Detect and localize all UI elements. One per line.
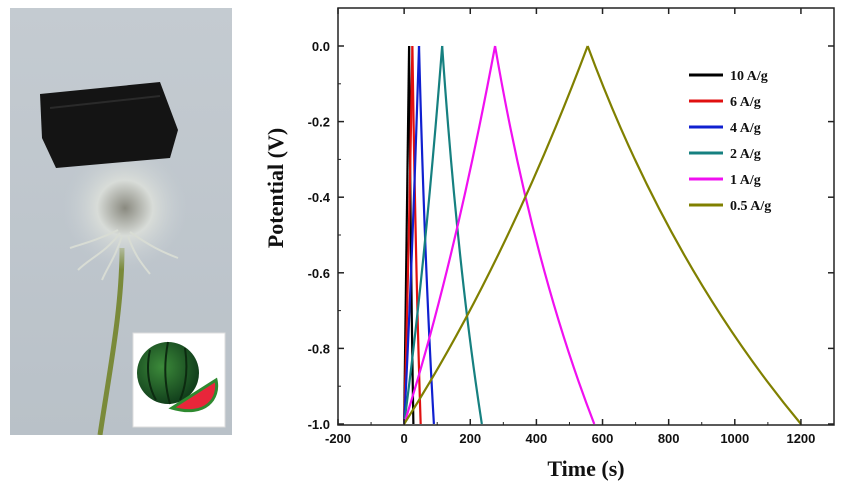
- legend-label: 2 A/g: [730, 147, 761, 162]
- x-tick-label: 600: [592, 431, 614, 446]
- x-tick-label: 400: [526, 431, 548, 446]
- y-tick-label: -0.2: [308, 115, 330, 130]
- series-charge-line-4-a-g: [403, 45, 421, 425]
- y-tick-label: -0.4: [308, 190, 331, 205]
- plot-frame: [337, 7, 835, 426]
- series-discharge-line-2-a-g: [441, 45, 483, 425]
- x-tick-label: 800: [658, 431, 680, 446]
- x-tick-label: 0: [401, 431, 408, 446]
- y-tick-label: -0.8: [308, 341, 330, 356]
- series-discharge-line-0-5-a-g: [586, 45, 802, 425]
- carbon-aerogel-block: [40, 82, 178, 168]
- x-tick-label: -200: [325, 431, 351, 446]
- series-charge-line-2-a-g: [403, 45, 444, 425]
- x-tick-label: 1000: [720, 431, 749, 446]
- legend-label: 6 A/g: [730, 95, 761, 110]
- legend-label: 10 A/g: [730, 69, 768, 84]
- legend-label: 0.5 A/g: [730, 199, 771, 214]
- x-axis-title: Time (s): [547, 456, 624, 481]
- series-discharge-line-1-a-g: [493, 45, 596, 425]
- dandelion-seed-head: [63, 146, 187, 270]
- legend-label: 1 A/g: [730, 173, 761, 188]
- photo-panel: [10, 8, 232, 435]
- legend-label: 4 A/g: [730, 121, 761, 136]
- watermelon-slice-icon: [168, 377, 219, 413]
- y-tick-label: -0.6: [308, 266, 330, 281]
- y-tick-label: -1.0: [308, 417, 330, 432]
- x-tick-label: 200: [459, 431, 481, 446]
- series-charge-line-0-5-a-g: [403, 45, 589, 425]
- y-axis-title: Potential (V): [263, 128, 288, 248]
- series-discharge-line-6-a-g: [411, 45, 422, 425]
- x-tick-label: 1200: [786, 431, 815, 446]
- y-tick-label: 0.0: [312, 39, 330, 54]
- series-charge-line-1-a-g: [403, 45, 497, 425]
- dandelion-bracts: [69, 229, 179, 281]
